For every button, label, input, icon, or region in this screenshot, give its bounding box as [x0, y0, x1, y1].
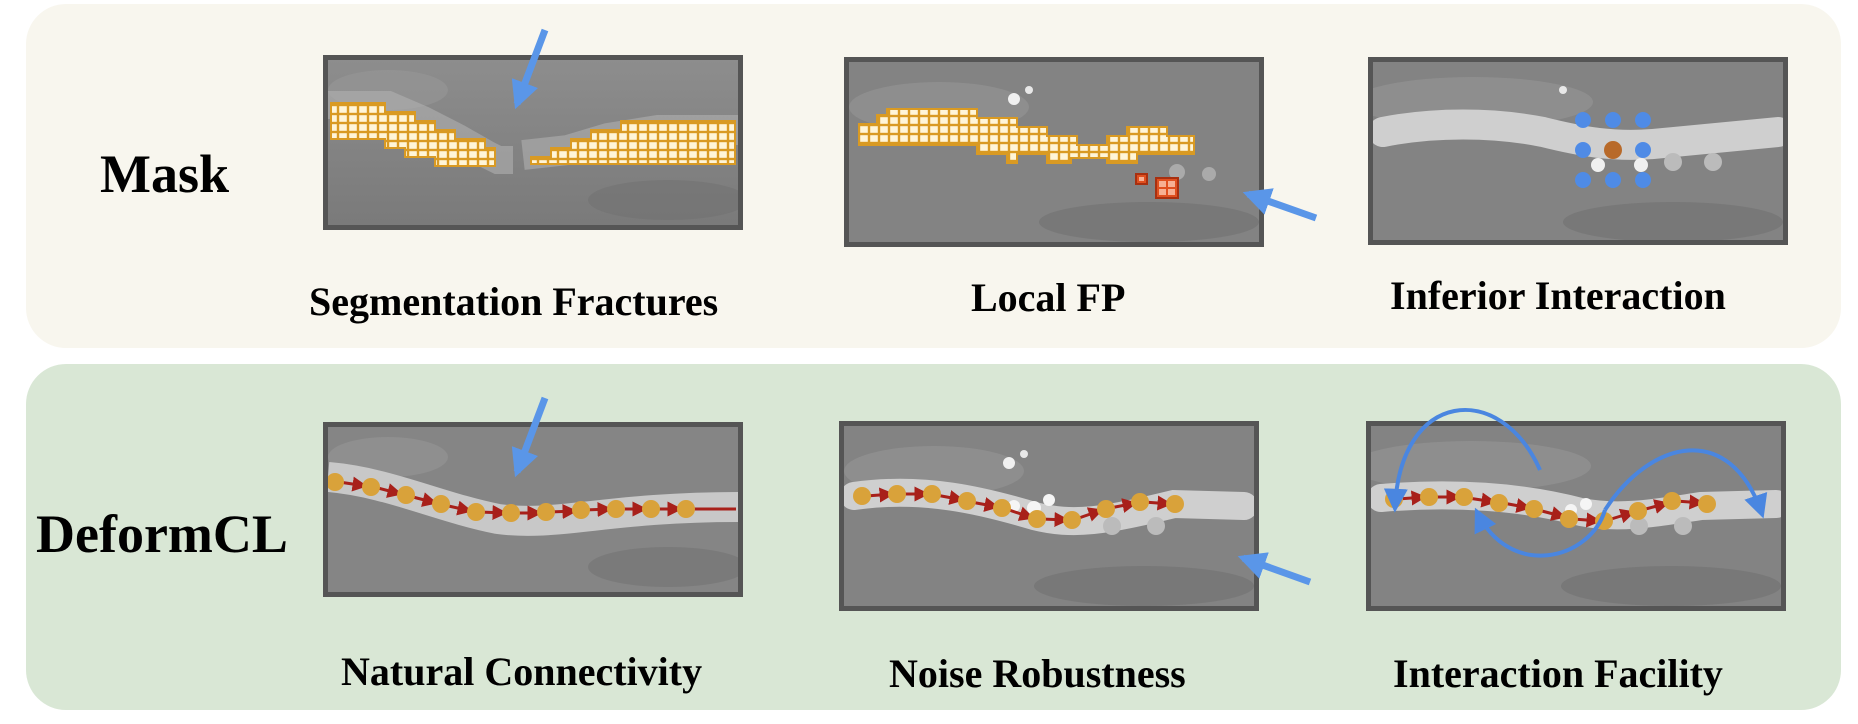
click-points — [1575, 112, 1651, 188]
local-fp-caption: Local FP — [971, 275, 1126, 320]
inferior-interaction-caption: Inferior Interaction — [1390, 273, 1726, 318]
interaction-facility-image — [1366, 421, 1786, 611]
centerline-points — [853, 485, 1184, 529]
segmentation-mask-left — [330, 102, 496, 167]
local-fp-image — [844, 57, 1264, 247]
deformcl-row-label: DeformCL — [36, 504, 288, 564]
inferior-interaction-image — [1368, 57, 1788, 245]
mask-row-label: Mask — [100, 144, 230, 204]
local-fp-mask — [858, 108, 1195, 164]
noise-robustness-caption: Noise Robustness — [889, 651, 1186, 696]
noise-robustness-image — [839, 421, 1259, 611]
natural-connectivity-caption: Natural Connectivity — [341, 649, 703, 694]
false-positive-mask — [1135, 173, 1179, 199]
natural-connectivity-image — [323, 422, 743, 597]
segmentation-mask-right — [530, 120, 736, 165]
segmentation-fractures-image — [323, 55, 743, 230]
interaction-facility-caption: Interaction Facility — [1393, 651, 1723, 696]
centerline-points — [328, 473, 736, 522]
segmentation-fractures-caption: Segmentation Fractures — [309, 279, 719, 324]
